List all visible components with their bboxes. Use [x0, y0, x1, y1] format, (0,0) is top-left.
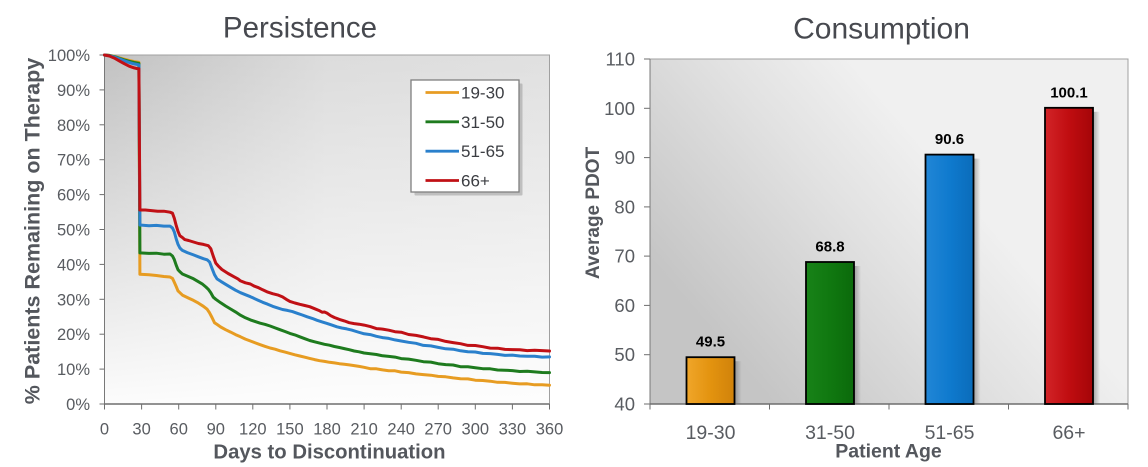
svg-text:110: 110	[606, 49, 636, 70]
svg-text:100.1: 100.1	[1050, 84, 1088, 101]
svg-text:66+: 66+	[1052, 422, 1085, 444]
svg-text:68.8: 68.8	[815, 239, 844, 256]
svg-text:40: 40	[614, 394, 635, 415]
svg-text:10%: 10%	[57, 361, 90, 379]
svg-text:180: 180	[313, 421, 341, 439]
svg-text:80%: 80%	[57, 117, 90, 135]
svg-text:90.6: 90.6	[935, 131, 964, 148]
svg-text:30%: 30%	[57, 291, 90, 309]
svg-text:60: 60	[614, 295, 635, 316]
svg-text:19-30: 19-30	[686, 422, 736, 444]
svg-text:150: 150	[276, 421, 304, 439]
svg-text:300: 300	[462, 421, 490, 439]
svg-text:210: 210	[350, 421, 378, 439]
svg-text:80: 80	[614, 196, 635, 217]
svg-text:50: 50	[614, 344, 635, 365]
svg-text:40%: 40%	[57, 256, 90, 274]
svg-text:240: 240	[387, 421, 415, 439]
svg-text:100: 100	[604, 98, 635, 119]
svg-text:0%: 0%	[66, 396, 90, 414]
svg-text:50%: 50%	[57, 222, 90, 240]
svg-text:19-30: 19-30	[461, 84, 504, 103]
svg-text:% Patients Remaining on Therap: % Patients Remaining on Therapy	[21, 58, 45, 404]
svg-text:Patient Age: Patient Age	[835, 441, 942, 463]
svg-text:51-65: 51-65	[461, 142, 504, 161]
svg-text:100%: 100%	[48, 47, 91, 65]
svg-text:Consumption: Consumption	[793, 13, 970, 46]
svg-text:70: 70	[614, 246, 635, 267]
svg-text:30: 30	[132, 421, 150, 439]
svg-text:49.5: 49.5	[696, 334, 725, 351]
svg-text:66+: 66+	[461, 172, 490, 191]
svg-text:20%: 20%	[57, 326, 90, 344]
svg-text:60: 60	[170, 421, 188, 439]
svg-text:330: 330	[499, 421, 527, 439]
svg-text:Persistence: Persistence	[223, 12, 377, 45]
svg-text:90: 90	[207, 421, 225, 439]
svg-text:51-65: 51-65	[925, 422, 975, 444]
svg-text:90%: 90%	[57, 82, 90, 100]
svg-text:120: 120	[239, 421, 267, 439]
svg-text:90: 90	[614, 147, 635, 168]
svg-text:0: 0	[100, 421, 109, 439]
svg-text:Days to Discontinuation: Days to Discontinuation	[213, 442, 445, 464]
svg-text:360: 360	[536, 421, 564, 439]
svg-text:70%: 70%	[57, 152, 90, 170]
svg-text:270: 270	[424, 421, 452, 439]
svg-text:31-50: 31-50	[805, 422, 855, 444]
svg-text:31-50: 31-50	[461, 113, 504, 132]
svg-text:60%: 60%	[57, 187, 90, 205]
svg-text:Average PDOT: Average PDOT	[583, 146, 604, 279]
